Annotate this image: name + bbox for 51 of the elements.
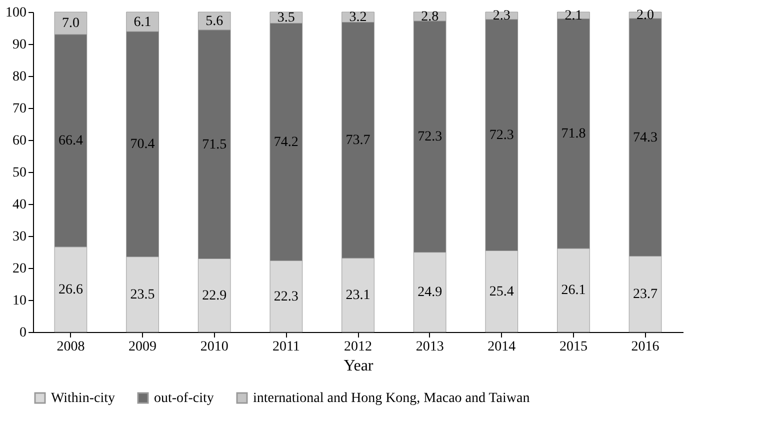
x-tick-label: 2008 (56, 340, 85, 354)
data-label: 3.2 (349, 10, 367, 26)
data-label: 25.4 (489, 284, 514, 300)
y-tick-label: 80 (12, 70, 26, 84)
y-tick-label: 90 (12, 38, 26, 52)
data-label: 71.8 (561, 126, 586, 142)
y-tick-label: 30 (12, 230, 26, 244)
data-label: 70.4 (130, 137, 155, 152)
data-label: 26.6 (58, 282, 83, 298)
y-tick-label: 100 (6, 6, 26, 20)
y-tick-label: 10 (12, 294, 26, 308)
data-label: 2.3 (492, 8, 510, 24)
data-label: 2.1 (564, 8, 582, 24)
x-tick-label: 2011 (272, 340, 300, 354)
data-label: 5.6 (206, 14, 224, 29)
data-label: 71.5 (202, 137, 227, 152)
data-label: 23.7 (633, 287, 658, 302)
data-label: 6.1 (134, 14, 152, 30)
y-tick-label: 0 (20, 326, 26, 340)
data-label: 23.5 (130, 287, 155, 302)
y-tick-label: 70 (12, 102, 26, 116)
legend-label: international and Hong Kong, Macao and Taiwan (253, 391, 530, 406)
data-label: 3.5 (277, 10, 295, 26)
y-tick-label: 60 (12, 134, 26, 148)
data-label: 7.0 (62, 16, 80, 32)
x-tick-label: 2010 (200, 340, 228, 354)
data-label: 72.3 (489, 128, 514, 144)
x-tick-label: 2014 (488, 340, 516, 354)
data-label: 24.9 (418, 285, 442, 300)
x-tick-label: 2016 (631, 340, 660, 354)
data-label: 74.3 (633, 130, 658, 146)
data-label: 23.1 (346, 288, 370, 304)
y-tick-label: 50 (12, 166, 26, 180)
data-label: 66.4 (58, 134, 83, 149)
legend-label: out-of-city (154, 391, 214, 406)
x-tick-label: 2012 (344, 340, 372, 354)
data-label: 72.3 (418, 130, 442, 145)
x-tick-label: 2013 (416, 340, 444, 354)
y-tick-label: 20 (12, 262, 26, 276)
data-label: 2.8 (421, 9, 439, 24)
x-axis-title: Year (344, 358, 374, 374)
legend-label: Within-city (51, 391, 115, 406)
x-tick-label: 2015 (559, 340, 588, 354)
data-label: 73.7 (346, 133, 370, 148)
data-label: 22.9 (202, 288, 227, 304)
data-label: 22.3 (274, 289, 298, 304)
x-tick-label: 2009 (128, 340, 157, 354)
data-label: 2.0 (636, 8, 654, 24)
data-label: 26.1 (561, 283, 586, 298)
y-tick-label: 40 (12, 198, 26, 212)
data-label: 74.2 (274, 134, 298, 150)
